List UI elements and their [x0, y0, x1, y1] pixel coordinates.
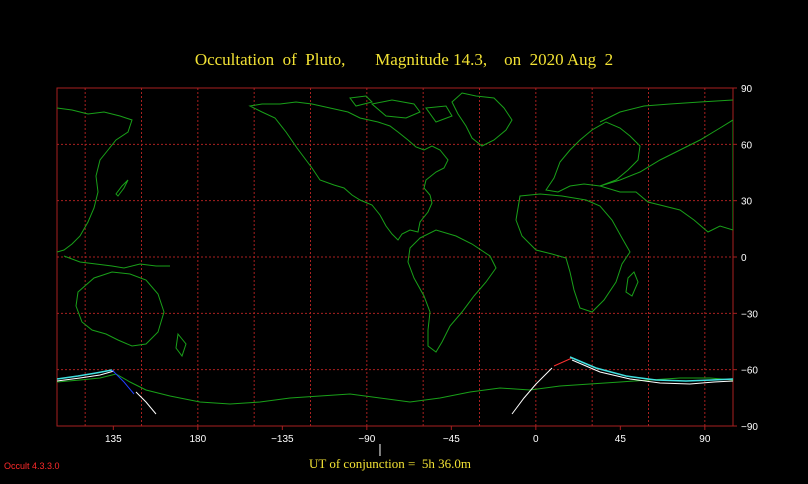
australia-coastline [75, 271, 165, 347]
y-axis-ticks: 90 60 30 0 −30 −60 −90 [733, 84, 758, 433]
arctic-islands-coastline [349, 95, 453, 123]
version-label: Occult 4.3.3.0 [4, 461, 60, 471]
y-tick-label: 30 [741, 197, 753, 208]
path-red-east [553, 357, 573, 367]
y-tick-label: 0 [741, 253, 747, 264]
path-south-limit-east [571, 359, 733, 385]
ut-conjunction-label: UT of conjunction = 5h 36.0m [309, 456, 471, 471]
path-north-limit-east [569, 356, 733, 382]
greenland-coastline [451, 92, 513, 147]
east-asia-coastline [57, 107, 133, 253]
y-tick-label: 60 [741, 140, 753, 151]
occultation-paths [57, 356, 733, 415]
south-america-coastline [407, 229, 497, 353]
y-tick-label: 90 [741, 84, 753, 95]
asia-coastline [598, 119, 733, 233]
antarctica-coastline [57, 373, 733, 405]
path-white-west-tail [135, 391, 157, 415]
y-tick-label: −60 [741, 366, 758, 377]
x-tick-label: 90 [699, 434, 711, 445]
x-tick-label: 180 [189, 434, 206, 445]
path-north-limit-west [57, 369, 113, 380]
africa-coastline [515, 193, 631, 313]
x-tick-label: −135 [271, 434, 294, 445]
x-axis-ticks: 135 180 −135 −90 −45 0 45 90 [105, 426, 711, 445]
north-america-coastline [248, 101, 449, 241]
indonesia-coastline [63, 255, 170, 269]
japan-coastline [115, 179, 129, 197]
x-tick-label: −45 [443, 434, 460, 445]
path-white-east-start [511, 367, 553, 415]
x-tick-label: 135 [105, 434, 122, 445]
madagascar-coastline [625, 271, 639, 297]
x-tick-label: 0 [533, 434, 539, 445]
arctic-russia-coastline [599, 99, 733, 123]
path-south-limit-west [57, 370, 115, 382]
coastlines [57, 92, 733, 405]
x-tick-label: −90 [358, 434, 375, 445]
x-tick-label: 45 [615, 434, 627, 445]
y-tick-label: −90 [741, 422, 758, 433]
new-zealand-coastline [175, 332, 187, 358]
path-blue-west [111, 369, 135, 395]
y-tick-label: −30 [741, 309, 758, 320]
graticule [57, 88, 733, 426]
europe-coastline [545, 121, 641, 193]
map-title: Occultation of Pluto, Magnitude 14.3, on… [194, 50, 614, 69]
